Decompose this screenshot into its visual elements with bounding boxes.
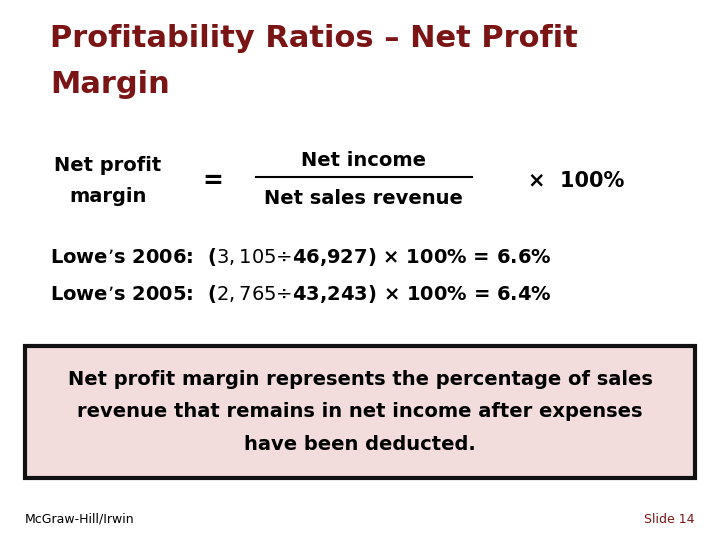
Text: Lowe’s 2005:  ($2,765 ÷ $43,243) × 100% = 6.4%: Lowe’s 2005: ($2,765 ÷ $43,243) × 100% =… (50, 284, 552, 305)
FancyBboxPatch shape (25, 346, 695, 478)
Text: have been deducted.: have been deducted. (244, 435, 476, 454)
Text: Net profit: Net profit (55, 156, 161, 176)
Text: Net income: Net income (301, 151, 426, 170)
Text: Margin: Margin (50, 70, 170, 99)
Text: Profitability Ratios – Net Profit: Profitability Ratios – Net Profit (50, 24, 578, 53)
Text: revenue that remains in net income after expenses: revenue that remains in net income after… (77, 402, 643, 421)
Text: ×  100%: × 100% (528, 171, 624, 191)
Text: Net profit margin represents the percentage of sales: Net profit margin represents the percent… (68, 370, 652, 389)
Text: McGraw-Hill/Irwin: McGraw-Hill/Irwin (25, 513, 135, 526)
Text: =: = (202, 169, 222, 193)
Text: Lowe’s 2006:  ($3,105 ÷ $46,927) × 100% = 6.6%: Lowe’s 2006: ($3,105 ÷ $46,927) × 100% =… (50, 246, 552, 267)
Text: margin: margin (69, 186, 147, 206)
Text: Slide 14: Slide 14 (644, 513, 695, 526)
Text: Net sales revenue: Net sales revenue (264, 188, 463, 208)
